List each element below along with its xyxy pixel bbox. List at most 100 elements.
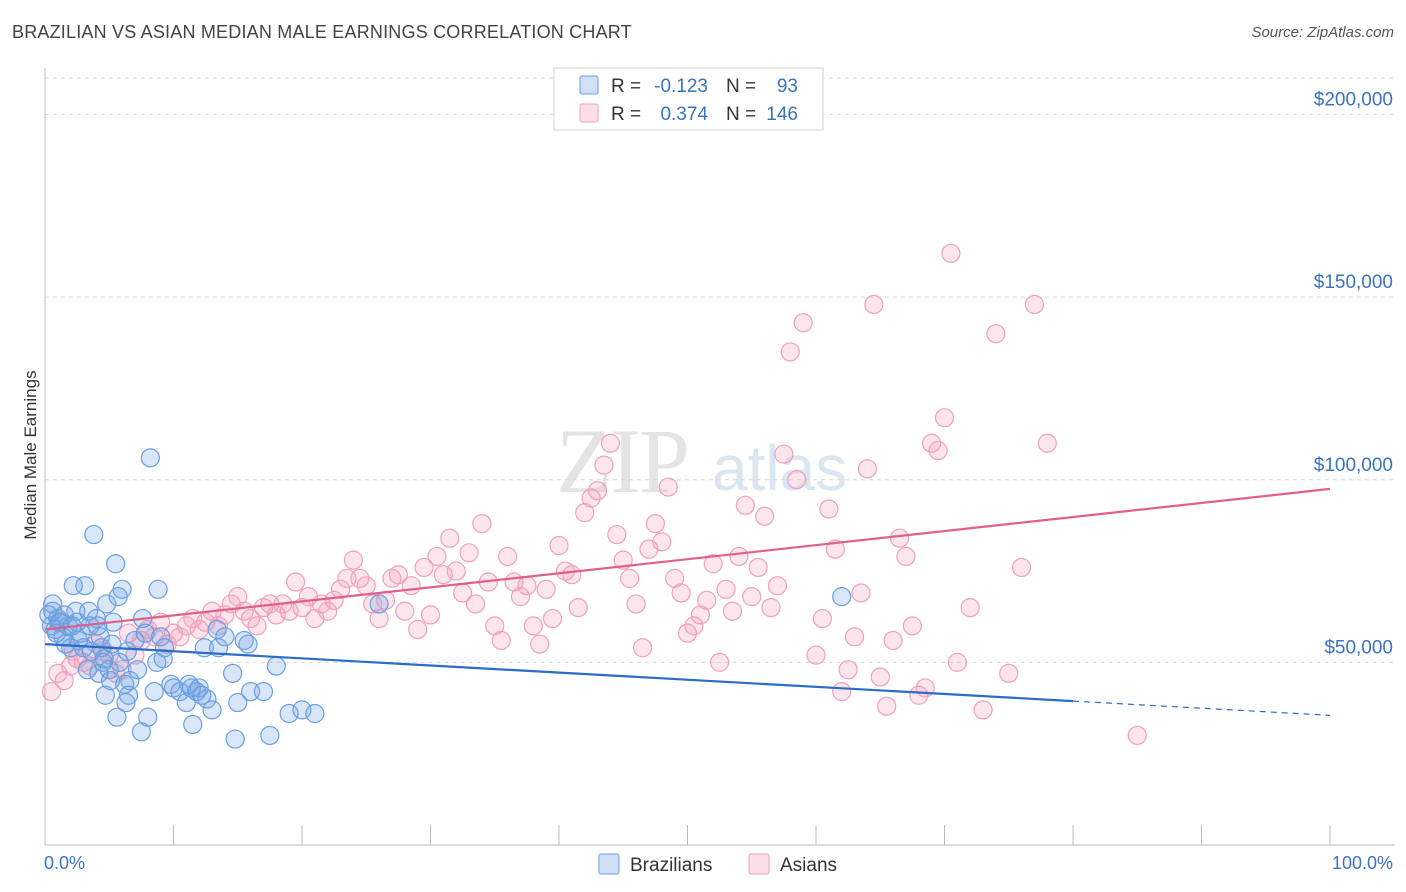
point-asians bbox=[729, 546, 749, 567]
point-asians bbox=[587, 481, 608, 501]
point-brazilians bbox=[100, 671, 121, 691]
point-asians bbox=[568, 597, 588, 618]
point-asians bbox=[806, 645, 826, 665]
x-tick-label: 100.0% bbox=[1332, 853, 1393, 873]
point-asians bbox=[735, 495, 755, 515]
point-brazilians bbox=[151, 627, 171, 647]
y-tick-label: $200,000 bbox=[1314, 90, 1393, 111]
point-asians bbox=[909, 685, 929, 705]
point-brazilians bbox=[253, 681, 274, 702]
point-brazilians bbox=[225, 729, 245, 749]
point-asians bbox=[632, 638, 653, 658]
point-asians bbox=[722, 601, 743, 621]
point-brazilians bbox=[77, 660, 98, 680]
point-brazilians bbox=[117, 641, 137, 662]
point-asians bbox=[684, 616, 704, 636]
point-asians bbox=[420, 605, 441, 625]
gridlines bbox=[45, 77, 1395, 663]
point-brazilians bbox=[107, 707, 127, 727]
point-asians bbox=[986, 324, 1006, 344]
point-asians bbox=[440, 528, 460, 548]
point-asians bbox=[844, 627, 865, 647]
point-brazilians bbox=[266, 656, 286, 676]
trend-lines bbox=[44, 487, 1331, 716]
legend-n-value-asians: 146 bbox=[766, 104, 798, 125]
point-asians bbox=[170, 627, 190, 647]
point-brazilians bbox=[154, 638, 175, 658]
point-asians bbox=[767, 576, 788, 596]
point-asians bbox=[934, 408, 955, 428]
point-brazilians bbox=[228, 692, 248, 713]
point-brazilians bbox=[189, 678, 209, 698]
legend-n-label-asians: N = bbox=[726, 104, 756, 125]
point-brazilians bbox=[183, 714, 203, 735]
point-asians bbox=[677, 623, 698, 643]
point-asians bbox=[613, 550, 633, 570]
legend-swatch-asians bbox=[579, 103, 599, 123]
legend-n-label-brazilians: N = bbox=[726, 76, 756, 97]
watermark: ZIP atlas bbox=[556, 410, 847, 512]
point-asians bbox=[542, 608, 563, 629]
point-asians bbox=[838, 660, 858, 680]
point-asians bbox=[459, 543, 479, 563]
point-asians bbox=[889, 528, 910, 548]
point-asians bbox=[523, 616, 543, 636]
point-brazilians bbox=[234, 630, 254, 651]
bottom-legend-label-asians: Asians bbox=[780, 855, 837, 876]
point-brazilians bbox=[187, 681, 207, 702]
point-asians bbox=[716, 579, 736, 599]
point-asians bbox=[819, 499, 839, 519]
point-brazilians bbox=[140, 448, 160, 468]
point-asians bbox=[710, 652, 730, 672]
point-brazilians bbox=[202, 700, 222, 720]
point-asians bbox=[517, 576, 537, 596]
point-brazilians bbox=[135, 623, 155, 643]
point-asians bbox=[285, 572, 306, 592]
point-brazilians bbox=[75, 576, 95, 596]
point-brazilians bbox=[118, 685, 139, 705]
point-asians bbox=[780, 342, 800, 362]
axes bbox=[44, 68, 1395, 846]
point-asians bbox=[330, 579, 351, 599]
point-brazilians bbox=[120, 671, 140, 691]
trend-line-brazilians bbox=[44, 643, 1074, 703]
point-asians bbox=[350, 568, 370, 588]
point-asians bbox=[973, 700, 993, 720]
point-asians bbox=[196, 612, 216, 632]
y-tick-label: $150,000 bbox=[1314, 272, 1393, 293]
point-asians bbox=[703, 554, 723, 574]
point-asians bbox=[645, 513, 665, 534]
y-tick-label: $100,000 bbox=[1314, 455, 1393, 476]
bottom-legend-swatch-brazilians bbox=[598, 853, 620, 875]
legend-r-label-asians: R = bbox=[611, 104, 641, 125]
bottom-legend-swatch-asians bbox=[748, 853, 770, 875]
point-asians bbox=[369, 608, 389, 629]
point-brazilians bbox=[112, 579, 132, 599]
point-asians bbox=[754, 506, 775, 526]
legend-r-label-brazilians: R = bbox=[611, 76, 641, 97]
point-asians bbox=[671, 583, 691, 603]
point-asians bbox=[877, 696, 897, 716]
point-asians bbox=[176, 616, 196, 636]
point-asians bbox=[896, 546, 916, 567]
point-asians bbox=[433, 565, 453, 585]
point-asians bbox=[401, 576, 421, 596]
point-asians bbox=[1127, 725, 1147, 746]
point-brazilians bbox=[181, 678, 202, 698]
y-tick-label: $50,000 bbox=[1324, 637, 1393, 658]
point-asians bbox=[883, 630, 903, 651]
point-brazilians bbox=[106, 554, 126, 574]
trend-line-extension-brazilians bbox=[1072, 700, 1331, 716]
point-brazilians bbox=[369, 594, 389, 614]
point-asians bbox=[742, 587, 762, 607]
point-asians bbox=[761, 597, 781, 618]
point-asians bbox=[787, 470, 807, 490]
point-asians bbox=[395, 601, 415, 621]
point-asians bbox=[318, 601, 338, 621]
point-brazilians bbox=[97, 594, 117, 614]
point-brazilians bbox=[144, 681, 164, 702]
point-brazilians bbox=[95, 685, 115, 705]
point-asians bbox=[793, 313, 813, 333]
